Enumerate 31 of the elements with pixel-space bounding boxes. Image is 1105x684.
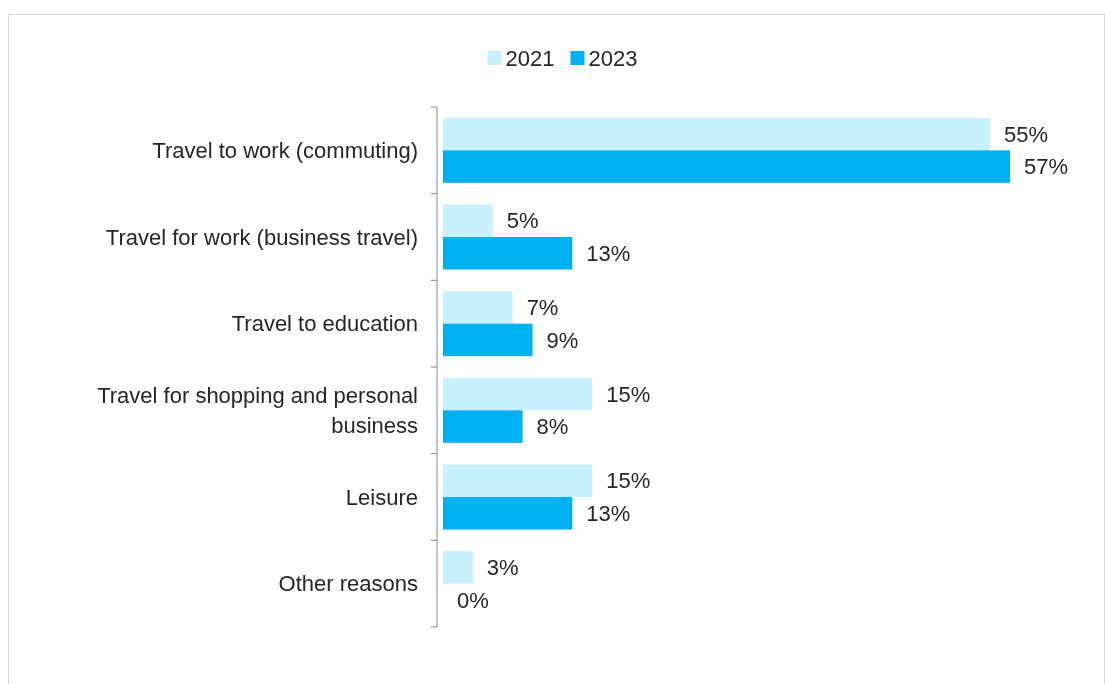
- data-label: 3%: [486, 555, 519, 581]
- data-label: 57%: [1024, 154, 1069, 180]
- data-label: 5%: [506, 208, 539, 234]
- bar: [443, 323, 533, 357]
- data-label: 55%: [1004, 121, 1049, 147]
- bar: [443, 377, 593, 411]
- y-tick-label: Travel to education: [231, 311, 418, 337]
- legend-label: 2023: [588, 45, 638, 71]
- bar: [443, 464, 593, 497]
- data-label: 7%: [526, 295, 559, 321]
- bar: [443, 551, 473, 584]
- y-tick-label: Other reasons: [278, 571, 418, 597]
- data-label: 15%: [606, 468, 651, 494]
- legend-label: 2021: [505, 45, 555, 71]
- bar: [443, 117, 991, 151]
- data-label: 13%: [586, 240, 631, 266]
- y-tick-label: Travel to work (commuting): [152, 138, 418, 164]
- y-tick-label: Leisure: [345, 484, 418, 510]
- bar: [443, 237, 573, 270]
- bar: [443, 410, 523, 443]
- data-label: 15%: [606, 381, 651, 407]
- bar: [443, 291, 513, 324]
- data-label: 13%: [586, 500, 631, 526]
- data-label: 8%: [536, 414, 569, 440]
- bar: [443, 150, 1010, 183]
- y-tick-label: Travel for shopping and personal business: [97, 383, 418, 439]
- bar: [443, 204, 493, 237]
- data-label: 0%: [457, 587, 489, 613]
- y-tick-label: Travel for work (business travel): [105, 224, 418, 250]
- bar: [443, 497, 573, 530]
- data-label: 9%: [546, 327, 579, 353]
